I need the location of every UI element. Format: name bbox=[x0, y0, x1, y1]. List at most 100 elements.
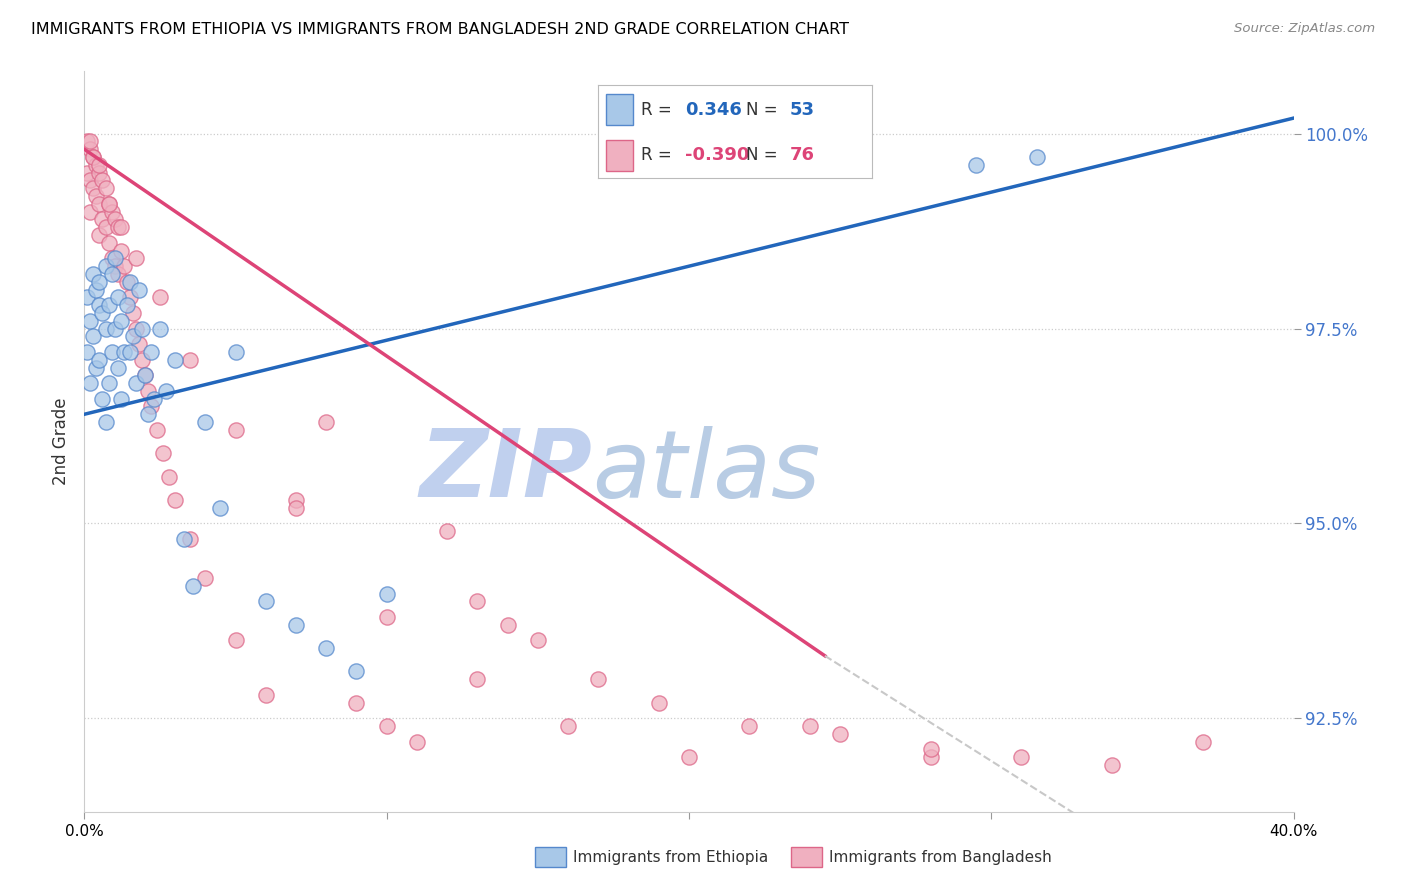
Point bbox=[136, 407, 159, 421]
Y-axis label: 2nd Grade: 2nd Grade bbox=[52, 398, 70, 485]
Point bbox=[254, 594, 277, 608]
Point bbox=[225, 345, 247, 359]
Point bbox=[157, 469, 180, 483]
Point bbox=[467, 672, 489, 686]
Text: atlas: atlas bbox=[592, 425, 821, 516]
Text: IMMIGRANTS FROM ETHIOPIA VS IMMIGRANTS FROM BANGLADESH 2ND GRADE CORRELATION CHA: IMMIGRANTS FROM ETHIOPIA VS IMMIGRANTS F… bbox=[31, 22, 849, 37]
Point bbox=[104, 321, 127, 335]
Point bbox=[76, 345, 98, 359]
Point bbox=[76, 290, 98, 304]
Point bbox=[82, 150, 104, 164]
Point bbox=[527, 633, 550, 648]
Point bbox=[86, 283, 108, 297]
Point bbox=[194, 415, 217, 429]
Point bbox=[79, 314, 101, 328]
Text: Source: ZipAtlas.com: Source: ZipAtlas.com bbox=[1234, 22, 1375, 36]
Point bbox=[115, 275, 138, 289]
Point bbox=[97, 197, 120, 211]
Point bbox=[107, 360, 129, 375]
Point bbox=[97, 197, 120, 211]
Point bbox=[142, 392, 165, 406]
Point bbox=[179, 352, 201, 367]
Text: 0.346: 0.346 bbox=[685, 101, 742, 119]
Point bbox=[82, 329, 104, 343]
Point bbox=[315, 415, 337, 429]
Point bbox=[97, 376, 120, 390]
Point bbox=[346, 696, 368, 710]
Point bbox=[104, 252, 127, 266]
Point bbox=[131, 321, 153, 335]
Point bbox=[125, 321, 148, 335]
Point bbox=[285, 493, 308, 508]
FancyBboxPatch shape bbox=[606, 140, 633, 171]
Point bbox=[100, 345, 122, 359]
Point bbox=[97, 235, 120, 250]
Point bbox=[118, 275, 141, 289]
Point bbox=[94, 415, 117, 429]
Point bbox=[209, 500, 232, 515]
Point bbox=[128, 337, 150, 351]
Point bbox=[76, 135, 98, 149]
Point bbox=[94, 259, 117, 273]
Text: -0.390: -0.390 bbox=[685, 146, 749, 164]
Point bbox=[1025, 150, 1047, 164]
Point bbox=[1011, 750, 1033, 764]
Point bbox=[557, 719, 579, 733]
Point bbox=[965, 158, 987, 172]
Point bbox=[118, 345, 141, 359]
Point bbox=[110, 244, 132, 258]
Point bbox=[315, 641, 337, 656]
Point bbox=[225, 633, 247, 648]
Point bbox=[94, 220, 117, 235]
Point bbox=[100, 204, 122, 219]
Point bbox=[107, 290, 129, 304]
Point bbox=[131, 352, 153, 367]
Point bbox=[89, 275, 111, 289]
Point bbox=[146, 423, 169, 437]
Point bbox=[89, 298, 111, 312]
Point bbox=[104, 212, 127, 227]
Point bbox=[496, 617, 519, 632]
Point bbox=[97, 298, 120, 312]
Point bbox=[346, 665, 368, 679]
Point bbox=[112, 345, 135, 359]
Text: ZIP: ZIP bbox=[419, 425, 592, 517]
Point bbox=[830, 727, 852, 741]
Point bbox=[173, 532, 195, 546]
Point bbox=[128, 283, 150, 297]
Text: Immigrants from Bangladesh: Immigrants from Bangladesh bbox=[830, 850, 1052, 864]
FancyBboxPatch shape bbox=[606, 95, 633, 125]
Point bbox=[115, 298, 138, 312]
Point bbox=[406, 734, 429, 748]
Point bbox=[112, 259, 135, 273]
Point bbox=[134, 368, 156, 383]
Point bbox=[181, 579, 204, 593]
Point bbox=[107, 267, 129, 281]
Point bbox=[375, 610, 398, 624]
Text: N =: N = bbox=[745, 101, 783, 119]
Point bbox=[920, 742, 942, 756]
Point bbox=[139, 345, 162, 359]
Point bbox=[91, 392, 114, 406]
Point bbox=[375, 586, 398, 600]
Point bbox=[91, 173, 114, 187]
Point bbox=[118, 290, 141, 304]
Point bbox=[920, 750, 942, 764]
Point bbox=[125, 252, 148, 266]
Point bbox=[86, 189, 108, 203]
Point bbox=[1101, 758, 1123, 772]
Text: R =: R = bbox=[641, 146, 678, 164]
Point bbox=[86, 360, 108, 375]
Point bbox=[152, 446, 174, 460]
Point bbox=[91, 212, 114, 227]
Point bbox=[79, 142, 101, 156]
Point bbox=[76, 166, 98, 180]
Point bbox=[225, 423, 247, 437]
Point bbox=[436, 524, 458, 538]
Text: N =: N = bbox=[745, 146, 783, 164]
Point bbox=[104, 259, 127, 273]
Point bbox=[110, 220, 132, 235]
Text: 53: 53 bbox=[790, 101, 814, 119]
Point bbox=[285, 500, 308, 515]
Point bbox=[100, 267, 122, 281]
